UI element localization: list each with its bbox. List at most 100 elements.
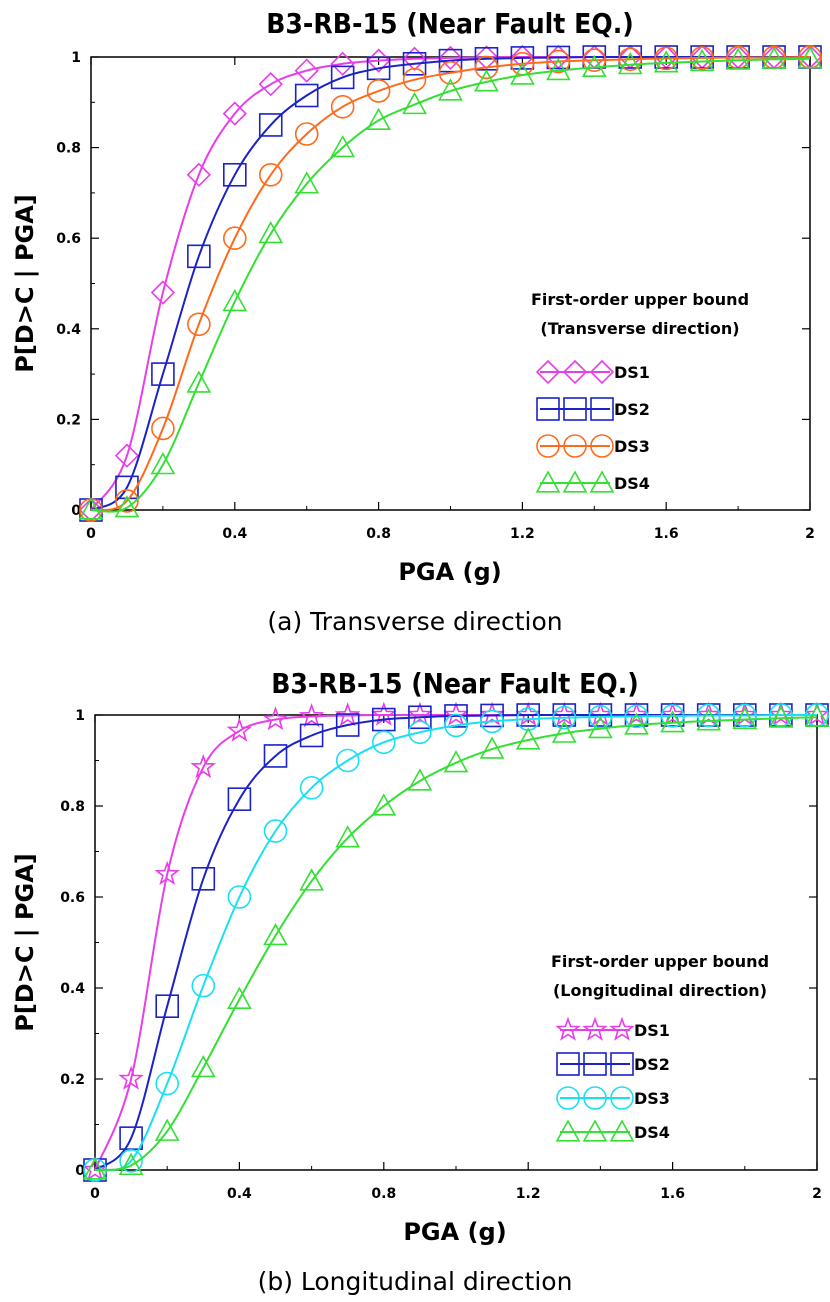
data-point-ds1 — [118, 1065, 144, 1090]
data-point-ds4 — [299, 868, 324, 891]
data-point-ds1 — [407, 701, 433, 726]
data-point-ds3 — [366, 79, 391, 103]
data-point-ds3 — [438, 61, 463, 85]
legend-marker-ds1 — [609, 1016, 635, 1041]
data-point-ds1 — [551, 701, 578, 726]
data-point-ds2 — [263, 744, 288, 768]
data-point-ds2 — [480, 703, 504, 728]
legend-label-ds1: DS1 — [634, 1021, 670, 1040]
data-point-ds3 — [654, 46, 679, 71]
data-point-ds1 — [330, 51, 355, 76]
data-point-ds1 — [186, 162, 211, 187]
legend: First-order upper bound (Longitudinal dir… — [551, 952, 769, 1142]
chart-title: B3-RB-15 (Near Fault EQ.) — [271, 667, 639, 700]
legend-marker-ds3 — [556, 1086, 580, 1110]
series-line-ds4 — [90, 57, 811, 513]
legend-label-ds4: DS4 — [634, 1123, 670, 1142]
y-tick-label: 0.4 — [60, 981, 85, 997]
data-point-ds4 — [515, 727, 541, 750]
data-point-ds2 — [294, 83, 319, 108]
legend-marker-ds4 — [562, 470, 588, 493]
y-tick-label: 0.6 — [56, 231, 81, 247]
data-point-ds3 — [371, 730, 396, 755]
data-point-ds1 — [262, 706, 289, 731]
data-point-ds4 — [581, 54, 607, 78]
legend-title-line1: First-order upper bound — [531, 290, 749, 309]
data-point-ds3 — [696, 703, 721, 728]
data-point-ds3 — [155, 1071, 179, 1096]
legend-marker-ds3 — [583, 1086, 607, 1110]
series-ds3 — [79, 45, 822, 522]
data-point-ds1 — [334, 702, 361, 727]
data-point-ds4 — [474, 69, 499, 92]
legend-label-ds3: DS3 — [614, 437, 650, 456]
legend-marker-ds3 — [610, 1086, 634, 1110]
data-point-ds2 — [258, 113, 283, 137]
data-point-ds4 — [258, 221, 284, 244]
series-ds2 — [79, 45, 822, 522]
data-point-ds2 — [227, 787, 252, 811]
data-point-ds1 — [226, 717, 253, 742]
data-point-ds4 — [804, 704, 830, 727]
data-point-ds4 — [443, 750, 469, 773]
legend-marker-ds1 — [535, 359, 561, 385]
data-point-ds3 — [294, 122, 319, 146]
data-point-ds3 — [769, 703, 793, 727]
data-point-ds1 — [222, 101, 247, 126]
data-point-ds4 — [366, 107, 391, 131]
data-point-ds3 — [408, 720, 432, 745]
data-point-ds2 — [223, 162, 247, 187]
data-point-ds4 — [294, 171, 320, 194]
legend-marker-ds4 — [582, 1119, 608, 1142]
data-point-ds4 — [797, 46, 823, 69]
data-point-ds3 — [474, 55, 499, 80]
series-line-ds1 — [94, 713, 817, 1171]
plot-frame — [90, 56, 811, 511]
data-point-ds4 — [732, 706, 758, 730]
data-point-ds4 — [545, 57, 571, 81]
x-tick-label: 2 — [805, 526, 815, 542]
data-point-ds1 — [114, 443, 140, 468]
x-tick-label: 2 — [812, 1186, 822, 1202]
data-point-ds3 — [191, 973, 216, 998]
data-point-ds4 — [510, 62, 535, 85]
data-point-ds3 — [187, 312, 211, 337]
data-point-ds4 — [82, 1157, 108, 1180]
data-point-ds1 — [510, 44, 535, 70]
data-point-ds4 — [653, 50, 679, 73]
data-point-ds3 — [151, 416, 175, 441]
data-point-ds2 — [510, 46, 535, 70]
data-point-ds1 — [298, 703, 325, 728]
data-point-ds4 — [154, 1118, 180, 1141]
y-tick-label: 0 — [75, 1163, 85, 1179]
series-ds2 — [83, 703, 829, 1182]
x-tick-label: 0.4 — [227, 1186, 252, 1202]
data-point-ds1 — [443, 701, 469, 726]
data-point-ds1 — [154, 860, 180, 885]
legend-marker-ds4 — [609, 1119, 635, 1142]
data-point-ds3 — [546, 49, 571, 74]
data-point-ds2 — [155, 994, 179, 1019]
legend-label-ds1: DS1 — [614, 363, 650, 382]
series-line-ds1 — [90, 55, 810, 511]
legend-marker-ds4 — [555, 1119, 581, 1142]
data-point-ds4 — [186, 370, 212, 393]
plot-frame — [94, 714, 818, 1171]
y-axis-label: P[D>C | PGA] — [11, 853, 39, 1032]
series-line-ds2 — [94, 713, 817, 1171]
data-point-ds4 — [689, 48, 715, 72]
data-point-ds4 — [402, 91, 427, 115]
data-point-ds4 — [407, 768, 433, 791]
legend: First-order upper bound (Transverse direc… — [531, 290, 749, 493]
legend-marker-ds2 — [563, 397, 587, 421]
y-axis-label: P[D>C | PGA] — [11, 194, 39, 373]
data-point-ds3 — [258, 162, 283, 187]
data-point-ds2 — [438, 48, 463, 73]
series-ds1 — [78, 44, 823, 523]
figure-caption: (a) Transverse direction — [267, 607, 562, 636]
series-line-ds2 — [90, 55, 810, 511]
data-point-ds3 — [330, 95, 355, 119]
data-point-ds4 — [588, 716, 613, 739]
x-tick-label: 1.2 — [510, 526, 535, 542]
